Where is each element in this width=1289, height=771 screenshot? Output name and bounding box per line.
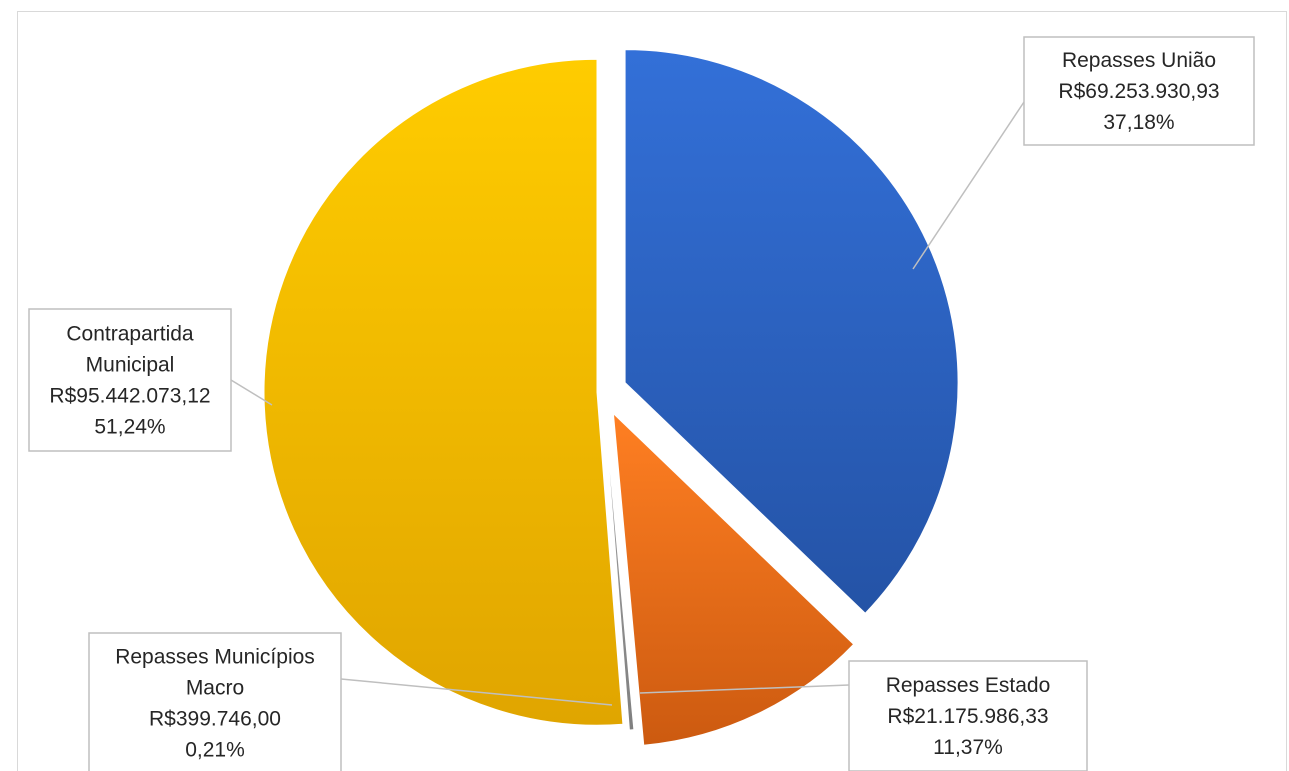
leader-line-3 [340, 678, 613, 706]
leader-lines [230, 101, 1025, 706]
leader-line-2 [639, 684, 850, 694]
pie-slice-3 [603, 397, 635, 731]
data-label-4-line-1: Contrapartida [66, 323, 194, 346]
data-label-4-line-4: 51,24% [94, 416, 165, 439]
data-label-4-line-2: Municipal [86, 354, 175, 377]
data-label-box-2 [848, 660, 1088, 771]
pie-slice-1 [624, 49, 959, 614]
data-label-1-line-2: R$69.253.930,93 [1058, 80, 1219, 103]
data-label-box-3 [88, 632, 342, 771]
data-label-3-line-3: R$399.746,00 [149, 708, 281, 731]
data-label-1-line-1: Repasses União [1062, 49, 1216, 72]
data-label-3-line-2: Macro [186, 677, 244, 700]
chart-area [17, 11, 1287, 771]
leader-line-1 [912, 101, 1025, 270]
data-label-2-line-1: Repasses Estado [886, 674, 1051, 697]
data-label-box-4 [28, 308, 232, 452]
data-label-3-line-1: Repasses Municípios [115, 646, 315, 669]
pie-slice-4 [263, 58, 624, 726]
data-label-box-1 [1023, 36, 1255, 146]
leader-line-4 [230, 379, 273, 406]
data-label-4-line-3: R$95.442.073,12 [49, 385, 210, 408]
data-labels: Repasses União R$69.253.930,93 37,18% Repas… [28, 36, 1255, 771]
data-label-2-line-2: R$21.175.986,33 [887, 705, 1048, 728]
data-label-3-line-4: 0,21% [185, 739, 245, 762]
slices-layer [263, 49, 959, 746]
data-label-1-line-3: 37,18% [1103, 111, 1174, 134]
pie-slice-2 [612, 412, 855, 746]
data-label-2-line-3: 11,37% [933, 736, 1003, 759]
